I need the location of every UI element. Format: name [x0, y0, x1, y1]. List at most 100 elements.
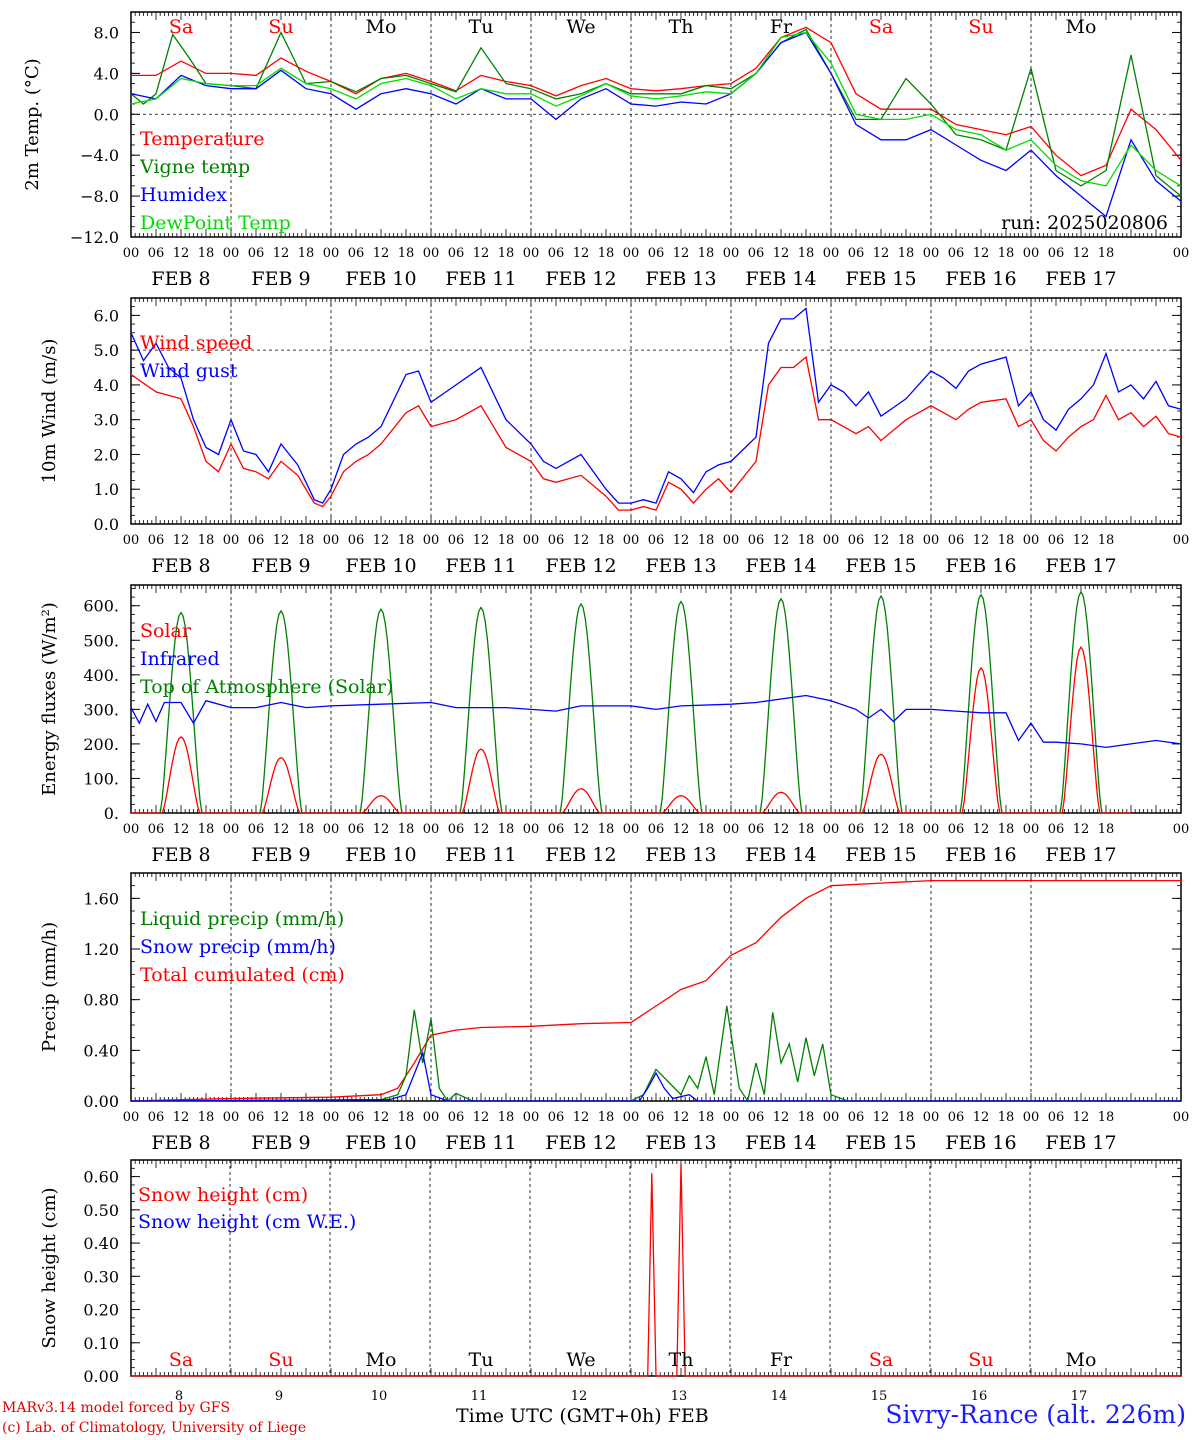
hour-label: 18: [198, 822, 215, 837]
hour-label: 12: [1073, 822, 1090, 837]
series-line: [131, 1163, 1181, 1377]
hour-label: 18: [598, 533, 615, 548]
legend-entry: Total cumulated (cm): [140, 964, 345, 986]
hour-label: 06: [948, 533, 965, 548]
hour-label: 00: [823, 1110, 840, 1125]
hour-label: 12: [573, 246, 590, 261]
hour-label: 12: [173, 533, 190, 548]
y-tick-label: 300.: [83, 700, 119, 719]
hour-label: 12: [473, 246, 490, 261]
hour-label: 00: [423, 822, 440, 837]
hour-label: 00: [223, 533, 240, 548]
hour-label: 12: [373, 246, 390, 261]
hour-label: 12: [973, 533, 990, 548]
model-line: MARv3.14 model forced by GFS: [2, 1400, 231, 1416]
day-number-label: 10: [371, 1389, 388, 1404]
hour-label: 12: [673, 822, 690, 837]
weekday-label: Sa: [169, 16, 193, 38]
date-label: FEB 15: [845, 844, 916, 866]
hour-label: 00: [523, 822, 540, 837]
date-label: FEB 14: [745, 268, 816, 290]
hour-label: 00: [423, 246, 440, 261]
series-line: [130, 694, 1182, 749]
hour-label: 00: [323, 1110, 340, 1125]
hour-label: 12: [1073, 1110, 1090, 1125]
y-tick-label: 8.0: [94, 23, 119, 42]
hour-label: 00: [1023, 533, 1040, 548]
footer-credits: MARv3.14 model forced by GFS (c) Lab. of…: [2, 1398, 306, 1438]
weekday-label: Th: [669, 16, 694, 38]
y-tick-label: 0.80: [83, 991, 119, 1010]
hour-label: 12: [973, 1110, 990, 1125]
hour-label: 00: [1173, 822, 1190, 837]
hour-label: 00: [923, 822, 940, 837]
hour-label: 00: [423, 533, 440, 548]
weekday-label: Su: [268, 1349, 293, 1371]
hour-label: 12: [673, 1110, 690, 1125]
hour-label: 00: [323, 533, 340, 548]
hour-label: 06: [548, 1110, 565, 1125]
legend-entry: Snow precip (mm/h): [140, 936, 336, 958]
hour-label: 18: [598, 1110, 615, 1125]
hour-label: 06: [248, 822, 265, 837]
legend-entry: Solar: [140, 620, 192, 642]
weekday-label: We: [566, 16, 595, 38]
hour-label: 00: [723, 1110, 740, 1125]
y-tick-label: 0.: [104, 804, 119, 823]
hour-label: 00: [523, 533, 540, 548]
legend-entry: Snow height (cm): [138, 1184, 308, 1206]
hour-label: 06: [848, 1110, 865, 1125]
weekday-label: We: [566, 1349, 595, 1371]
weekday-label: Sa: [869, 16, 893, 38]
y-tick-label: 200.: [83, 735, 119, 754]
date-label: FEB 16: [945, 268, 1016, 290]
hour-label: 18: [298, 246, 315, 261]
hour-label: 06: [248, 1110, 265, 1125]
hour-label: 06: [148, 246, 165, 261]
date-label: FEB 9: [251, 844, 310, 866]
date-label: FEB 15: [845, 1132, 916, 1154]
hour-label: 06: [348, 822, 365, 837]
hour-label: 00: [123, 246, 140, 261]
hour-label: 06: [848, 533, 865, 548]
weekday-label: Sa: [869, 1349, 893, 1371]
weekday-label: Fr: [770, 1349, 793, 1371]
y-tick-label: 600.: [83, 597, 119, 616]
y-axis-label: Snow height (cm): [39, 1187, 60, 1348]
hour-label: 18: [1098, 1110, 1115, 1125]
y-tick-label: 0.0: [94, 105, 119, 124]
date-label: FEB 14: [745, 1132, 816, 1154]
date-label: FEB 11: [445, 1132, 516, 1154]
series-line: [130, 31, 1182, 187]
y-tick-label: 2.0: [94, 445, 119, 464]
hour-label: 06: [648, 822, 665, 837]
hour-label: 00: [923, 1110, 940, 1125]
time-axis-label: Time UTC (GMT+0h) FEB: [456, 1405, 709, 1427]
hour-label: 18: [298, 1110, 315, 1125]
day-number-label: 12: [571, 1389, 588, 1404]
hour-label: 12: [473, 822, 490, 837]
run-label: run: 2025020806: [1001, 212, 1168, 234]
date-label: FEB 12: [545, 268, 616, 290]
weekday-label: Su: [968, 1349, 993, 1371]
day-number-label: 17: [1071, 1389, 1088, 1404]
y-tick-label: −4.0: [80, 146, 119, 165]
hour-label: 00: [1173, 246, 1190, 261]
hour-label: 06: [848, 246, 865, 261]
day-number-label: 11: [471, 1389, 488, 1404]
y-axis-label: 2m Temp. (°C): [22, 58, 43, 190]
hour-label: 00: [623, 246, 640, 261]
hour-label: 06: [448, 533, 465, 548]
y-tick-label: 0.10: [83, 1334, 119, 1353]
hour-label: 12: [773, 246, 790, 261]
hour-label: 06: [548, 822, 565, 837]
y-tick-label: 0.30: [83, 1267, 119, 1286]
legend-entry: Snow height (cm W.E.): [138, 1211, 356, 1233]
hour-label: 06: [1048, 1110, 1065, 1125]
date-label: FEB 14: [745, 844, 816, 866]
hour-label: 00: [1173, 1110, 1190, 1125]
hour-label: 12: [373, 533, 390, 548]
weekday-label: Su: [268, 16, 293, 38]
hour-label: 12: [773, 822, 790, 837]
hour-label: 18: [798, 246, 815, 261]
